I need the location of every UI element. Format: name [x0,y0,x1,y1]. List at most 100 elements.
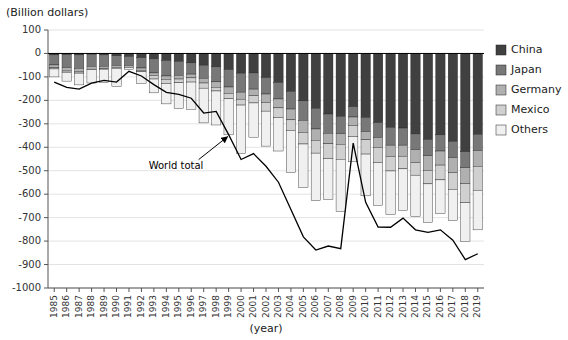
bar [373,123,382,138]
bar [286,109,295,120]
x-tick-label: 2005 [298,295,308,318]
bar [199,53,208,65]
bar [349,117,358,125]
bar [87,54,96,66]
bar [212,87,221,91]
bar [187,74,196,78]
x-tick [178,288,179,292]
bar [436,151,445,165]
bar [249,89,258,96]
bar [473,190,482,230]
x-tick [378,288,379,292]
line [54,71,478,259]
x-tick [104,288,105,292]
x-tick [328,288,329,292]
bar [137,68,146,70]
bar [62,72,71,81]
bar [411,175,420,217]
bar [274,108,283,118]
bar [423,156,432,171]
bar [436,53,445,134]
bar [124,67,133,69]
bar [187,53,196,62]
x-tick [241,288,242,292]
bar [386,171,395,215]
y-tick-label: 0 [35,47,41,58]
bar [174,75,183,79]
x-tick [66,288,67,292]
bar [448,141,457,157]
bar [386,145,395,156]
grid-line [48,217,484,218]
x-tick-label: 1993 [148,295,158,318]
bar [423,53,432,139]
x-tick [427,288,428,292]
x-tick [452,288,453,292]
bar [62,68,71,72]
bar [423,184,432,223]
x-tick-label: 2019 [472,295,482,318]
bar [324,114,333,133]
bar [149,53,158,58]
bar [112,68,121,86]
bar [87,70,96,83]
bar [212,82,221,87]
y-tick [44,147,48,148]
bar [212,53,221,66]
legend-swatch [496,105,506,115]
y-axis [48,30,49,288]
bar [398,156,407,169]
bar [236,92,245,99]
x-tick [303,288,304,292]
bar [398,169,407,211]
y-tick-label: -900 [18,259,41,270]
bar [224,70,233,87]
x-tick-label: 2002 [261,295,271,318]
bar [261,111,270,146]
x-tick-label: 1989 [99,295,109,318]
bar [349,107,358,117]
x-tick-label: 1987 [74,295,84,318]
bar [448,158,457,173]
x-tick-label: 1988 [86,295,96,318]
x-tick [203,288,204,292]
y-tick [44,53,48,54]
bar [448,53,457,141]
legend-label: China [511,43,542,56]
x-tick [365,288,366,292]
grid-line [48,241,484,242]
bar [149,59,158,73]
y-tick [44,264,48,265]
bar [137,53,146,57]
bar [162,53,171,60]
bar [411,163,420,176]
x-tick [266,288,267,292]
y-tick [44,170,48,171]
grid-line [48,30,484,31]
bar [224,93,233,98]
bar [112,65,121,68]
bar [448,189,457,220]
x-tick-label: 1996 [186,295,196,318]
legend-label: Mexico [511,103,550,116]
annotation-arrow [199,137,228,160]
x-tick-label: 2001 [248,295,258,318]
bar [361,140,370,154]
bar [473,134,482,150]
bar [336,116,345,133]
x-tick-label: 2018 [460,295,470,318]
x-tick-label: 2008 [335,295,345,318]
x-tick [166,288,167,292]
x-tick-label: 2007 [323,295,333,318]
x-tick [390,288,391,292]
x-tick-label: 2012 [385,295,395,318]
x-tick-label: 1991 [123,295,133,318]
annotation: World total [149,160,204,171]
x-tick [415,288,416,292]
bar [174,61,183,75]
bar [274,83,283,99]
x-tick-label: 2015 [422,295,432,318]
x-tick [91,288,92,292]
bar [236,99,245,105]
y-tick-label: 100 [22,24,41,35]
